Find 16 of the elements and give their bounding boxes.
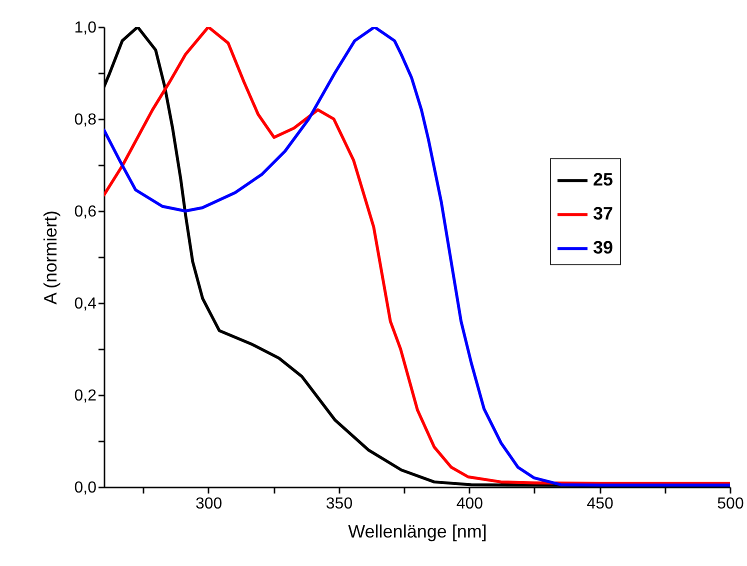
x-tick-label: 400 xyxy=(456,496,484,512)
y-tick-label: 0,8 xyxy=(74,112,97,128)
y-tick-label: 1,0 xyxy=(74,20,97,36)
x-axis-title: Wellenlänge [nm] xyxy=(348,522,487,542)
y-tick-label: 0,4 xyxy=(74,296,97,312)
x-tick-label: 500 xyxy=(717,496,744,512)
legend-label: 25 xyxy=(593,170,614,190)
y-tick-label: 0,2 xyxy=(74,388,97,404)
y-tick-label: 0,0 xyxy=(74,480,97,496)
x-tick-label: 450 xyxy=(586,496,614,512)
x-tick-label: 300 xyxy=(195,496,222,512)
x-tick-label: 350 xyxy=(326,496,353,512)
legend-label: 39 xyxy=(593,238,614,258)
legend-label: 37 xyxy=(593,204,614,224)
y-axis-title: A (normiert) xyxy=(40,210,60,305)
y-tick-label: 0,6 xyxy=(74,204,97,220)
